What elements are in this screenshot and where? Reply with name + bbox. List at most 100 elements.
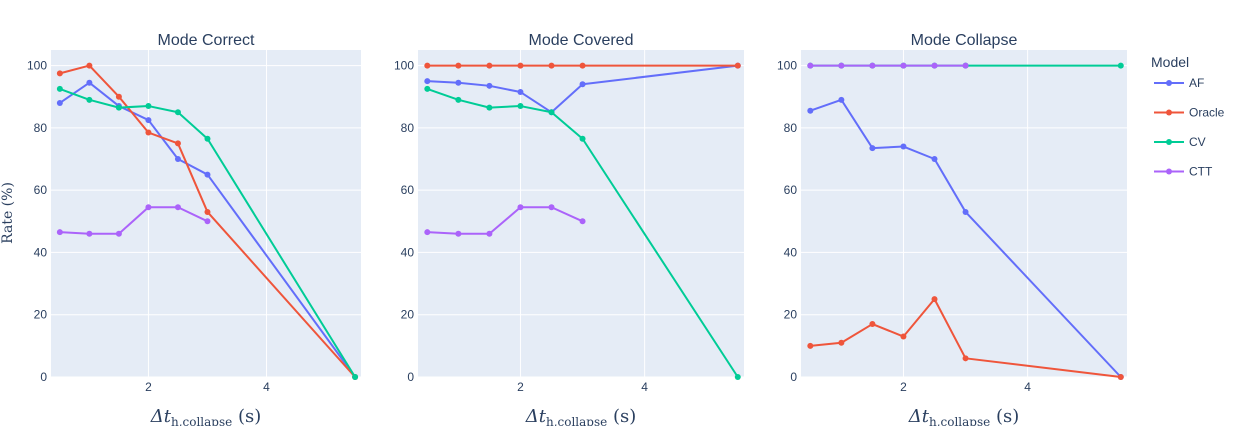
data-point (204, 171, 211, 178)
legend-swatch-marker (1166, 80, 1172, 86)
data-point (517, 204, 524, 211)
legend: Model AF Oracle CV CTT (1151, 54, 1225, 179)
subplot-title: Mode Covered (529, 32, 634, 49)
data-point (145, 117, 152, 124)
data-point (900, 143, 907, 150)
data-point (517, 103, 524, 110)
data-point (145, 204, 152, 211)
data-point (486, 62, 493, 69)
legend-title: Model (1151, 54, 1189, 70)
y-tick-label: 20 (401, 308, 415, 322)
series-ctt (56, 204, 211, 237)
data-point (931, 62, 938, 69)
data-point (900, 333, 907, 340)
data-point (807, 342, 814, 349)
data-point (86, 79, 93, 86)
x-tick-label: 4 (641, 380, 648, 394)
data-point (424, 78, 431, 85)
y-tick-label: 20 (34, 308, 48, 322)
data-point (838, 96, 845, 103)
data-point (1117, 374, 1124, 380)
data-point (807, 62, 814, 69)
data-point (931, 156, 938, 162)
data-point (548, 62, 555, 69)
legend-label: Oracle (1189, 106, 1225, 120)
subplot-title: Mode Correct (158, 32, 255, 49)
x-axis-label: Δth,collapse (s) (525, 406, 637, 426)
y-axis-label: Rate (%) (0, 182, 16, 244)
data-point (145, 103, 152, 110)
data-point (486, 82, 493, 89)
data-point (174, 140, 181, 147)
legend-label: CTT (1189, 165, 1213, 179)
series-line (59, 206, 208, 235)
subplot-1: 0 20 40 60 80 100 2 4 Mode Correct Δth,collapse (… (27, 32, 361, 426)
x-axis-label: Δth,collapse (s) (150, 406, 262, 426)
data-point (56, 229, 63, 236)
data-point (900, 62, 907, 69)
data-point (579, 62, 586, 69)
data-point (486, 104, 493, 111)
y-tick-label: 0 (790, 370, 797, 384)
data-point (174, 109, 181, 116)
data-point (424, 62, 431, 69)
data-point (486, 230, 493, 237)
data-point (734, 374, 741, 380)
plot-area (418, 50, 744, 377)
y-tick-label: 60 (784, 183, 798, 197)
data-point (115, 104, 122, 111)
x-tick-label: 2 (900, 380, 907, 394)
legend-item-ctt[interactable]: CTT (1154, 165, 1213, 179)
data-point (455, 62, 462, 69)
data-point (424, 229, 431, 236)
data-point (548, 109, 555, 116)
series-cv (424, 85, 741, 380)
data-point (962, 355, 969, 362)
data-point (56, 70, 63, 77)
data-point (86, 62, 93, 69)
data-point (115, 93, 122, 100)
x-tick-label: 2 (517, 380, 524, 394)
legend-swatch-marker (1166, 109, 1172, 116)
data-point (869, 145, 876, 152)
series-af (807, 96, 1124, 380)
data-point (931, 296, 938, 303)
data-point (869, 62, 876, 69)
y-tick-label: 100 (27, 59, 47, 73)
y-tick-label: 20 (784, 308, 798, 322)
series-oracle (807, 296, 1124, 380)
data-point (174, 204, 181, 211)
data-point (145, 129, 152, 136)
y-tick-label: 0 (40, 370, 47, 384)
data-point (579, 81, 586, 88)
data-point (579, 218, 586, 225)
data-point (517, 89, 524, 96)
y-tick-label: 40 (401, 245, 415, 259)
series-ctt (424, 204, 586, 237)
data-point (455, 79, 462, 86)
x-axis-label: Δth,collapse (s) (908, 406, 1020, 426)
data-point (86, 230, 93, 237)
data-point (56, 99, 63, 106)
y-tick-label: 60 (34, 183, 48, 197)
legend-item-cv[interactable]: CV (1154, 135, 1206, 149)
data-point (962, 208, 969, 215)
x-tick-label: 4 (263, 380, 270, 394)
legend-item-af[interactable]: AF (1154, 76, 1204, 90)
y-tick-label: 0 (407, 370, 414, 384)
data-point (174, 156, 181, 162)
data-point (1117, 62, 1124, 69)
subplot-2: 0 20 40 60 80 100 2 4 Mode Covered Δth,collapse (… (394, 32, 744, 426)
y-tick-label: 40 (34, 245, 48, 259)
x-tick-label: 4 (1024, 380, 1031, 394)
data-point (517, 62, 524, 69)
y-tick-label: 80 (401, 121, 415, 135)
subplot-title: Mode Collapse (911, 32, 1018, 49)
data-point (56, 85, 63, 92)
series-ctt (807, 62, 969, 69)
legend-item-oracle[interactable]: Oracle (1154, 106, 1225, 120)
data-point (424, 85, 431, 92)
series-cv (56, 85, 359, 380)
